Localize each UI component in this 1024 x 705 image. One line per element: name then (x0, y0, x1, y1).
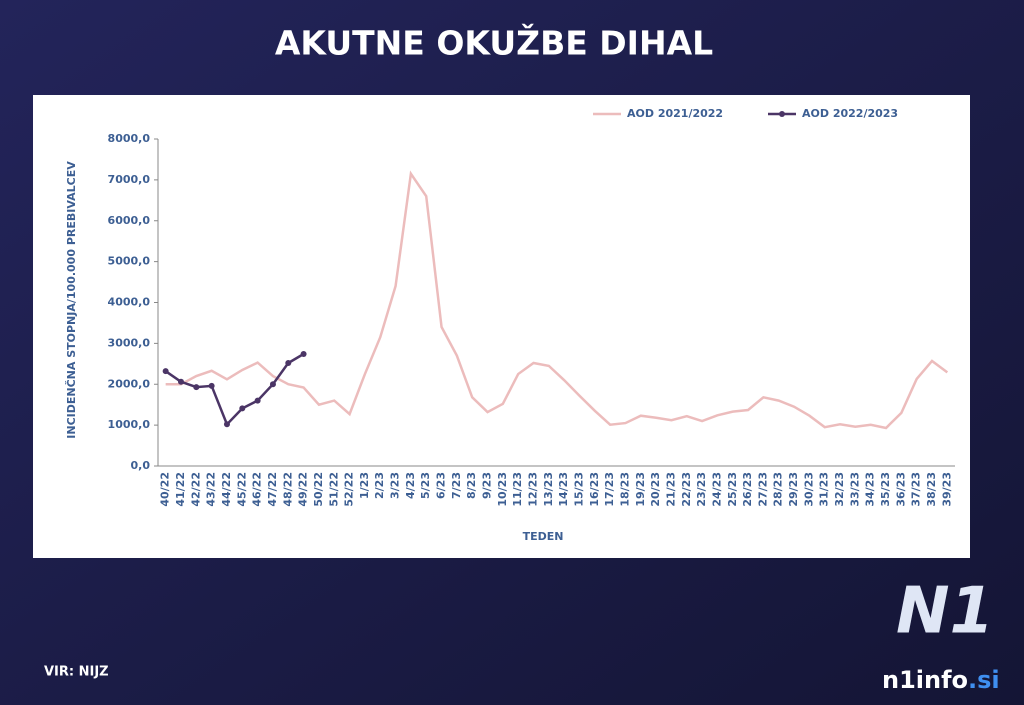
x-tick-label: 37/23 (910, 472, 923, 507)
x-tick-label: 43/22 (205, 472, 218, 507)
point (285, 359, 292, 366)
site: n1info.si (882, 666, 1000, 694)
source: VIR: NIJZ (44, 665, 109, 680)
x-tick-label: 2/23 (373, 472, 386, 499)
x-tick-label: 24/23 (710, 472, 723, 507)
x-tick-label: 21/23 (664, 472, 677, 507)
x-tick-label: 52/22 (343, 472, 356, 507)
y-tick-label: 7000,0 (108, 173, 151, 186)
legend-label: AOD 2021/2022 (627, 107, 723, 120)
point (269, 381, 276, 388)
series-line (164, 352, 305, 427)
site-name: n1info (882, 666, 968, 694)
x-tick-label: 46/22 (251, 472, 264, 507)
x-tick-label: 31/23 (818, 472, 831, 507)
x-tick-label: 9/23 (481, 472, 494, 499)
point (239, 405, 246, 412)
x-tick-label: 42/22 (189, 472, 202, 507)
x-tick-label: 8/23 (465, 472, 478, 499)
x-tick-label: 22/23 (680, 472, 693, 507)
point (208, 382, 215, 389)
x-tick-label: 35/23 (879, 472, 892, 507)
y-tick-label: 3000,0 (108, 336, 151, 349)
x-tick-label: 11/23 (511, 472, 524, 507)
x-tick-label: 16/23 (588, 472, 601, 507)
x-tick-label: 10/23 (496, 472, 509, 507)
legend-label: AOD 2022/2023 (802, 107, 898, 120)
x-tick-label: 7/23 (450, 472, 463, 499)
x-tick-label: 40/22 (159, 472, 172, 507)
logo: N1 (896, 575, 994, 649)
x-tick-label: 28/23 (772, 472, 785, 507)
x-tick-label: 14/23 (557, 472, 570, 507)
x-tick-label: 3/23 (389, 472, 402, 499)
x-tick-label: 51/22 (327, 472, 340, 507)
site-domain: .si (968, 666, 1000, 694)
y-tick-label: 1000,0 (108, 418, 151, 431)
y-axis-label: INCIDENČNA STOPNJA/100.000 PREBIVALCEV (65, 161, 78, 439)
x-tick-label: 48/22 (281, 472, 294, 507)
x-axis-label: TEDEN (523, 530, 564, 543)
x-tick-label: 36/23 (894, 472, 907, 507)
x-tick-label: 32/23 (833, 472, 846, 507)
x-tick-label: 6/23 (435, 472, 448, 499)
series-line (165, 170, 949, 430)
y-tick-label: 4000,0 (108, 296, 151, 309)
y-tick-label: 2000,0 (108, 377, 151, 390)
x-tick-label: 50/22 (312, 472, 325, 507)
x-tick-label: 30/23 (802, 472, 815, 507)
x-tick-label: 12/23 (527, 472, 540, 507)
x-tick-label: 38/23 (925, 472, 938, 507)
x-tick-label: 23/23 (695, 472, 708, 507)
x-tick-label: 49/22 (297, 472, 310, 507)
x-tick-label: 34/23 (864, 472, 877, 507)
point (223, 421, 230, 428)
x-tick-label: 13/23 (542, 472, 555, 507)
x-tick-label: 26/23 (741, 472, 754, 507)
y-tick-label: 0,0 (131, 459, 151, 472)
point (254, 397, 261, 404)
y-tick-label: 8000,0 (108, 132, 151, 145)
x-tick-label: 47/22 (266, 472, 279, 507)
point (300, 351, 307, 358)
x-tick-label: 25/23 (726, 472, 739, 507)
x-tick-label: 5/23 (419, 472, 432, 499)
x-tick-label: 45/22 (235, 472, 248, 507)
x-tick-label: 29/23 (787, 472, 800, 507)
chart-panel (33, 95, 970, 558)
legend-marker (779, 111, 785, 117)
x-tick-label: 20/23 (649, 472, 662, 507)
x-tick-label: 33/23 (848, 472, 861, 507)
x-tick-label: 44/22 (220, 472, 233, 507)
point (177, 378, 184, 385)
x-tick-label: 39/23 (940, 472, 953, 507)
x-tick-label: 19/23 (634, 472, 647, 507)
x-tick-label: 4/23 (404, 472, 417, 499)
x-tick-label: 1/23 (358, 472, 371, 499)
point (193, 384, 200, 391)
x-tick-label: 27/23 (756, 472, 769, 507)
y-tick-label: 6000,0 (108, 214, 151, 227)
point (162, 368, 169, 375)
x-tick-label: 18/23 (618, 472, 631, 507)
y-tick-label: 5000,0 (108, 255, 151, 268)
page-title: AKUTNE OKUŽBE DIHAL (275, 23, 713, 63)
x-tick-label: 41/22 (174, 472, 187, 507)
x-tick-label: 17/23 (603, 472, 616, 507)
x-tick-label: 15/23 (572, 472, 585, 507)
